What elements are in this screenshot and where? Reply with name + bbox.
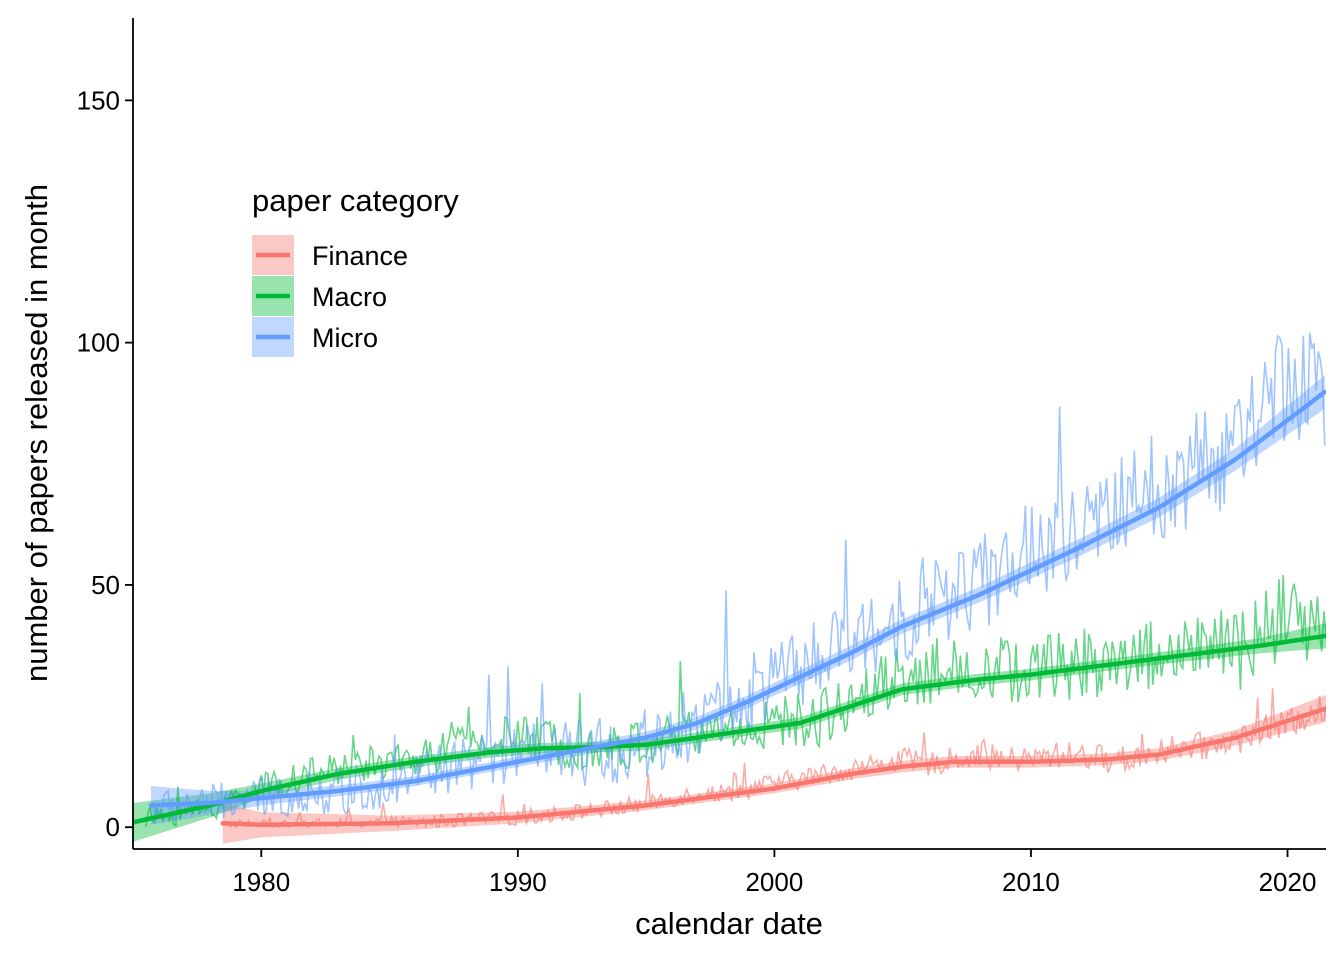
monthly-line-macro (145, 574, 1326, 827)
legend-item-macro: Macro (252, 276, 387, 316)
confidence-bands (133, 375, 1326, 844)
x-tick-label: 2000 (745, 867, 803, 897)
x-tick-label: 1990 (489, 867, 547, 897)
trend-line-micro (148, 389, 1326, 808)
y-tick-label: 150 (77, 85, 120, 115)
x-tick-label: 2010 (1002, 867, 1060, 897)
confidence-band-finance (222, 694, 1326, 844)
legend-label-finance: Finance (312, 241, 408, 271)
y-axis-title: number of papers released in month (19, 184, 54, 682)
legend-label-macro: Macro (312, 282, 387, 312)
x-axis-title: calendar date (635, 906, 823, 941)
legend-item-finance: Finance (252, 235, 408, 275)
x-tick-label: 2020 (1259, 867, 1317, 897)
smoothed-trend-lines (133, 389, 1326, 828)
legend-item-micro: Micro (252, 317, 378, 357)
y-tick-label: 50 (91, 570, 120, 600)
trend-line-finance (220, 706, 1326, 828)
legend-title: paper category (252, 183, 459, 218)
trend-line-macro (133, 633, 1326, 825)
x-axis-ticks: 1980 1990 2000 2010 2020 (232, 849, 1316, 897)
legend: paper category Finance Macro Micro (252, 183, 459, 357)
y-tick-label: 100 (77, 328, 120, 358)
y-tick-label: 0 (106, 812, 120, 842)
y-axis-ticks: 0 50 100 150 (77, 85, 133, 842)
x-tick-label: 1980 (232, 867, 290, 897)
legend-label-micro: Micro (312, 323, 378, 353)
